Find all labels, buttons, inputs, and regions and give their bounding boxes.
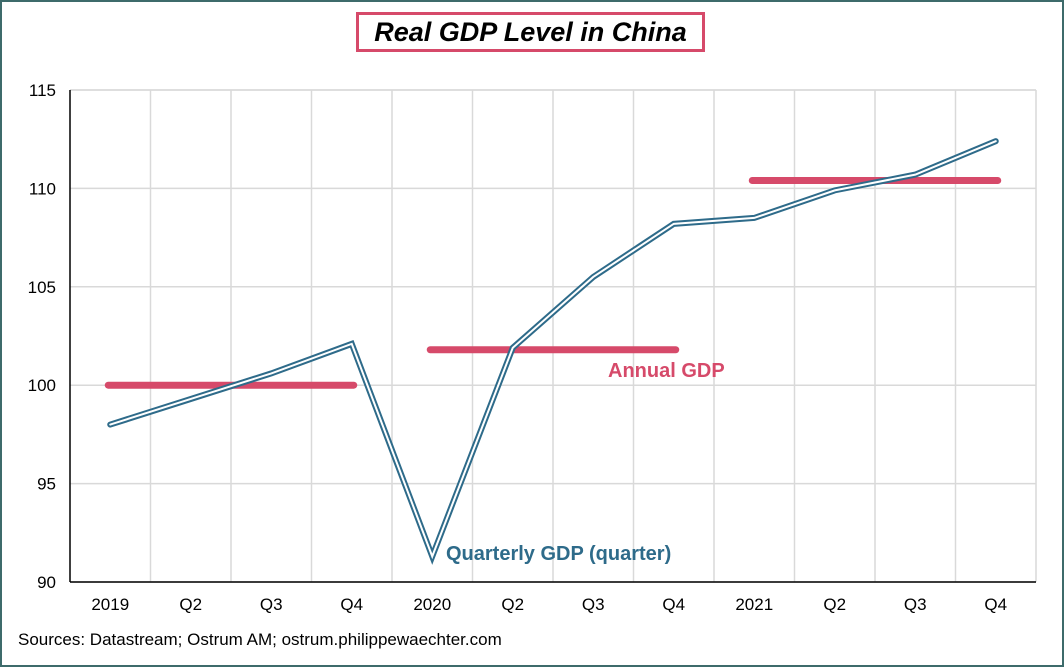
y-tick-label: 105 [28,278,56,297]
x-tick-label: Q3 [260,595,283,614]
y-tick-label: 90 [37,573,56,592]
y-tick-labels: 90 95 100 105 110 115 [28,81,56,592]
axes [69,90,1036,583]
y-tick-label: 110 [29,179,56,198]
y-tick-label: 100 [28,376,56,395]
x-tick-label: Q2 [823,595,846,614]
chart-title: Real GDP Level in China [356,12,705,52]
y-tick-label: 95 [37,475,56,494]
x-tick-label: Q3 [904,595,927,614]
source-note: Sources: Datastream; Ostrum AM; ostrum.p… [18,630,502,649]
x-tick-labels: 2019 Q2 Q3 Q4 2020 Q2 Q3 Q4 2021 Q2 Q3 Q4 [91,595,1007,614]
x-tick-label: Q4 [340,595,363,614]
x-tick-label: Q2 [501,595,524,614]
grid [70,89,1037,583]
x-tick-label: 2020 [413,595,451,614]
quarterly-gdp-series [107,138,999,565]
annual-gdp-label: Annual GDP [608,360,725,382]
x-tick-label: Q2 [179,595,202,614]
x-tick-label: 2021 [735,595,773,614]
x-tick-label: Q4 [984,595,1007,614]
y-tick-label: 115 [29,81,56,100]
x-tick-label: 2019 [91,595,129,614]
quarterly-gdp-line-inner [109,140,997,560]
x-tick-label: Q3 [582,595,605,614]
quarterly-gdp-label: Quarterly GDP (quarter) [446,543,671,565]
x-tick-label: Q4 [662,595,685,614]
